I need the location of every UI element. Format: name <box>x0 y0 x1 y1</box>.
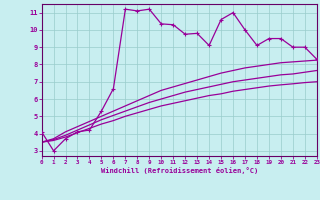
X-axis label: Windchill (Refroidissement éolien,°C): Windchill (Refroidissement éolien,°C) <box>100 167 258 174</box>
